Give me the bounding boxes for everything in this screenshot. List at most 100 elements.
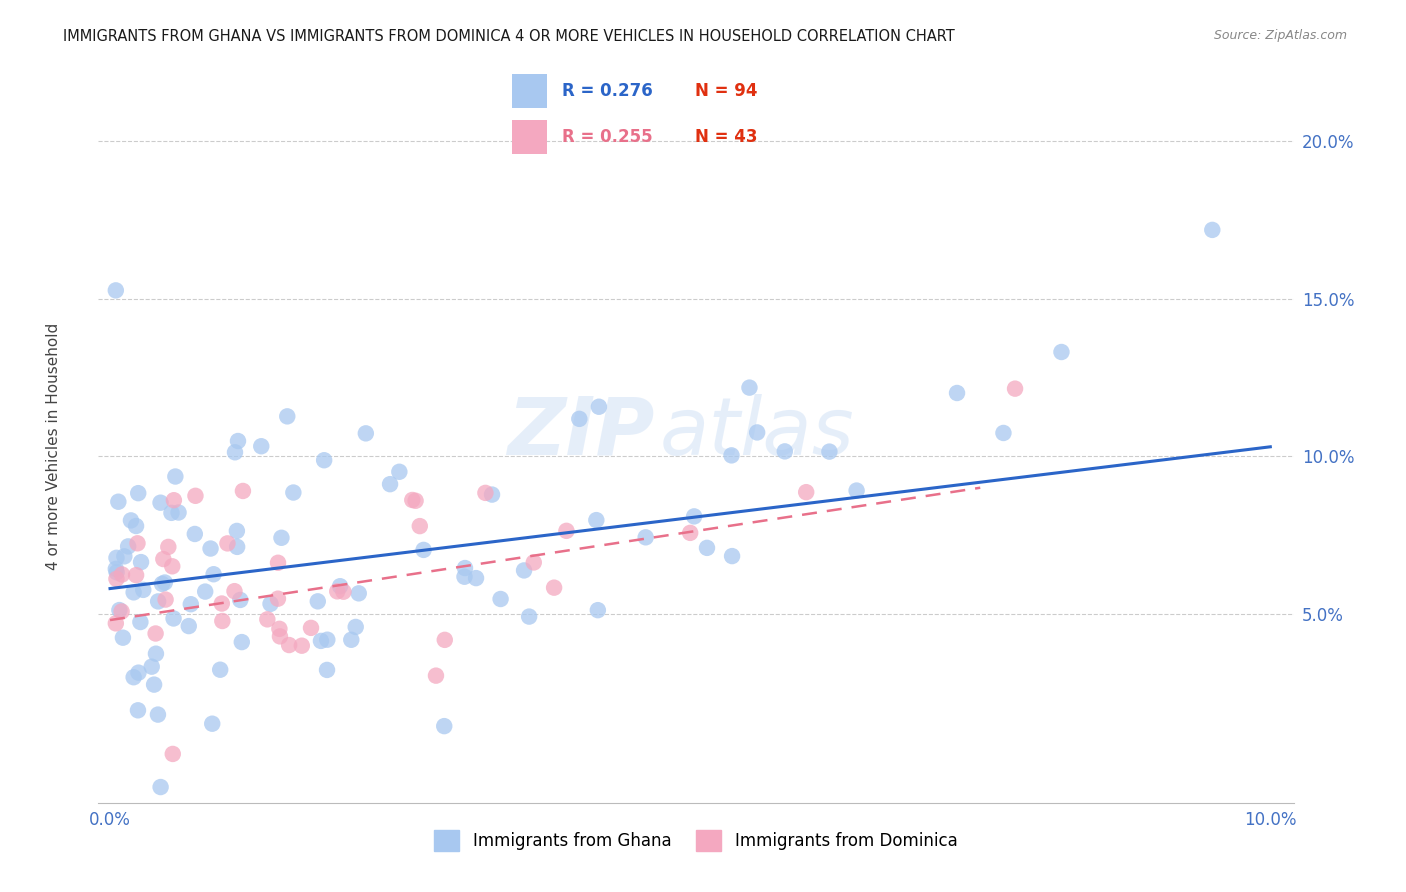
Point xyxy=(388,465,411,479)
Point xyxy=(229,593,252,607)
Point xyxy=(184,489,207,503)
Point xyxy=(316,663,339,677)
Point xyxy=(259,597,281,611)
Point xyxy=(276,409,298,424)
Point xyxy=(129,615,152,629)
Point xyxy=(326,584,349,599)
Text: N = 43: N = 43 xyxy=(695,128,758,145)
Point xyxy=(211,597,233,611)
Point xyxy=(180,597,202,611)
Point xyxy=(107,494,129,508)
Point xyxy=(347,586,370,600)
Point xyxy=(454,561,477,575)
Point xyxy=(679,525,702,540)
Point xyxy=(224,584,246,599)
Point xyxy=(299,621,322,635)
Point xyxy=(157,540,180,554)
Point xyxy=(523,556,546,570)
Point xyxy=(433,719,456,733)
Point xyxy=(309,634,332,648)
Point xyxy=(433,632,456,647)
Point xyxy=(344,620,367,634)
Point xyxy=(209,663,232,677)
Point xyxy=(163,493,186,508)
Point xyxy=(155,592,177,607)
Point xyxy=(105,572,128,586)
Point xyxy=(162,747,184,761)
Text: IMMIGRANTS FROM GHANA VS IMMIGRANTS FROM DOMINICA 4 OR MORE VEHICLES IN HOUSEHOL: IMMIGRANTS FROM GHANA VS IMMIGRANTS FROM… xyxy=(63,29,955,44)
Point xyxy=(269,629,291,643)
Text: R = 0.276: R = 0.276 xyxy=(562,82,654,100)
Point xyxy=(110,605,132,619)
Point xyxy=(162,611,184,625)
Point xyxy=(1050,345,1073,359)
Legend: Immigrants from Ghana, Immigrants from Dominica: Immigrants from Ghana, Immigrants from D… xyxy=(427,823,965,857)
Point xyxy=(111,567,134,582)
Point xyxy=(177,619,200,633)
Point xyxy=(489,592,512,607)
Point xyxy=(747,425,769,440)
Point xyxy=(125,568,148,582)
Point xyxy=(104,616,127,631)
Point xyxy=(145,626,167,640)
Point xyxy=(224,445,246,459)
Point xyxy=(167,506,190,520)
Point xyxy=(256,612,278,626)
Point xyxy=(513,563,536,577)
Point xyxy=(152,552,174,566)
Point xyxy=(794,485,817,500)
Point xyxy=(270,531,292,545)
Point xyxy=(127,536,149,550)
Point xyxy=(127,486,149,500)
Point xyxy=(465,571,488,585)
Point xyxy=(585,513,607,527)
Point xyxy=(111,631,134,645)
Point xyxy=(162,559,184,574)
Point xyxy=(405,493,427,508)
Point xyxy=(149,780,172,794)
Point xyxy=(132,582,155,597)
Point xyxy=(226,434,249,448)
Point xyxy=(269,622,291,636)
Point xyxy=(993,425,1015,440)
Point xyxy=(738,381,761,395)
Point xyxy=(683,509,706,524)
Point xyxy=(720,449,742,463)
Point xyxy=(231,635,253,649)
Point xyxy=(307,594,329,608)
Point xyxy=(588,400,610,414)
Point xyxy=(329,579,352,593)
Point xyxy=(122,585,145,599)
Point xyxy=(201,716,224,731)
Point xyxy=(340,632,363,647)
Point xyxy=(145,647,167,661)
Point xyxy=(202,567,225,582)
Point xyxy=(946,386,969,401)
Point xyxy=(818,444,841,458)
Point xyxy=(122,670,145,684)
Point xyxy=(143,677,166,691)
Point xyxy=(401,493,423,508)
Text: R = 0.255: R = 0.255 xyxy=(562,128,652,145)
Point xyxy=(225,524,247,538)
Point xyxy=(291,639,314,653)
Point xyxy=(104,562,127,576)
Point xyxy=(278,638,301,652)
Point xyxy=(481,487,503,501)
Point xyxy=(634,530,657,544)
Point xyxy=(845,483,868,498)
Point xyxy=(283,485,305,500)
Point xyxy=(267,556,290,570)
Point xyxy=(141,659,163,673)
Point xyxy=(127,665,149,680)
Point xyxy=(314,453,336,467)
Point xyxy=(211,614,233,628)
Point xyxy=(1201,223,1223,237)
Point xyxy=(150,577,173,591)
Point xyxy=(517,609,540,624)
Text: atlas: atlas xyxy=(661,393,855,472)
Point xyxy=(354,426,377,441)
FancyBboxPatch shape xyxy=(512,120,547,153)
Point xyxy=(149,496,172,510)
Point xyxy=(568,412,591,426)
